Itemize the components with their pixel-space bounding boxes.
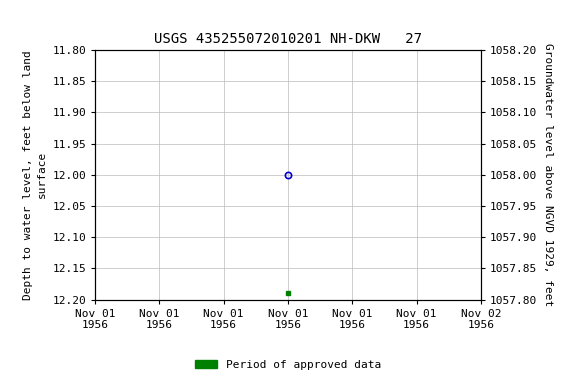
Y-axis label: Depth to water level, feet below land
surface: Depth to water level, feet below land su… xyxy=(22,50,47,300)
Title: USGS 435255072010201 NH-DKW   27: USGS 435255072010201 NH-DKW 27 xyxy=(154,32,422,46)
Y-axis label: Groundwater level above NGVD 1929, feet: Groundwater level above NGVD 1929, feet xyxy=(543,43,553,306)
Legend: Period of approved data: Period of approved data xyxy=(191,356,385,375)
